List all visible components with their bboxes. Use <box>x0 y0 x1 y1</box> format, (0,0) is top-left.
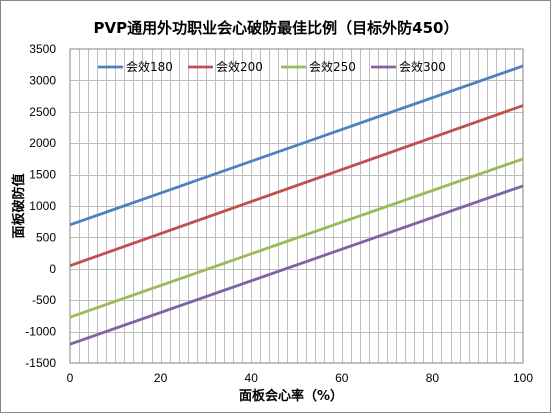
legend-label: 会效250 <box>309 59 356 74</box>
y-tick-label: -500 <box>32 293 56 307</box>
x-axis-title: 面板会心率（%） <box>239 388 343 404</box>
legend-label: 会效300 <box>399 59 446 74</box>
series-line <box>69 104 524 267</box>
y-axis-title: 面板破防值 <box>11 173 27 238</box>
plot-area-border <box>69 48 524 364</box>
y-tick-label: -1500 <box>25 356 56 370</box>
y-axis-ticks: -1500 -1000 -500 0 500 1000 1500 2000 2500 3000 35… <box>25 42 56 370</box>
y-tick-label: 3500 <box>29 42 56 56</box>
x-tick-label: 40 <box>245 371 259 385</box>
legend: 会效180 会效200 会效250 会效300 <box>98 59 446 74</box>
x-tick-label: 0 <box>67 371 74 385</box>
series-line <box>69 64 524 227</box>
legend-label: 会效200 <box>216 59 263 74</box>
x-tick-label: 60 <box>335 371 349 385</box>
y-tick-label: 500 <box>36 230 56 244</box>
x-tick-label: 100 <box>513 371 533 385</box>
legend-label: 会效180 <box>126 59 173 74</box>
series-lines <box>69 64 524 346</box>
x-tick-label: 20 <box>154 371 168 385</box>
y-tick-label: 2500 <box>29 105 56 119</box>
x-tick-label: 80 <box>426 371 440 385</box>
grid-lines <box>70 49 523 363</box>
series-line <box>69 157 524 319</box>
x-axis-ticks: 0 20 40 60 80 100 <box>67 371 534 385</box>
series-line <box>69 184 524 346</box>
y-tick-label: 0 <box>49 262 56 276</box>
y-tick-label: 2000 <box>29 136 56 150</box>
y-tick-label: 1000 <box>29 199 56 213</box>
y-tick-label: -1000 <box>25 325 56 339</box>
y-tick-label: 1500 <box>29 168 56 182</box>
y-tick-label: 3000 <box>29 73 56 87</box>
chart-title: PVP通用外功职业会心破防最佳比例（目标外防450） <box>94 19 459 37</box>
